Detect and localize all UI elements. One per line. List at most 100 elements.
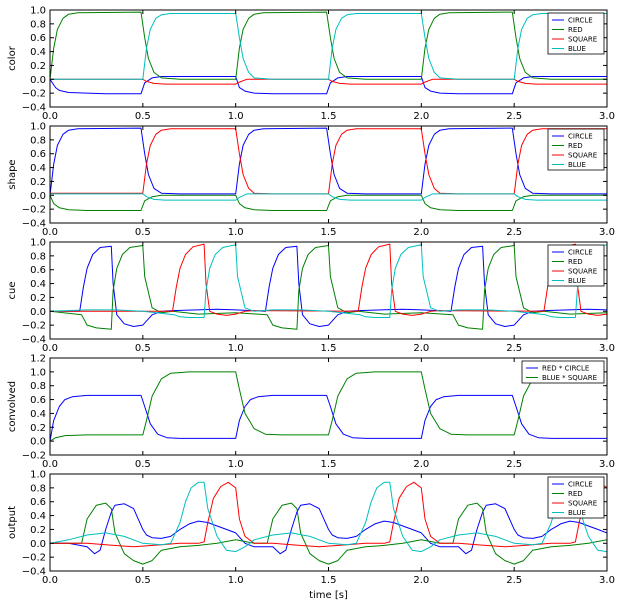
y-tick-label: 1.0	[30, 122, 46, 133]
y-tick-label: 0.4	[30, 47, 46, 58]
series-line-red	[50, 194, 607, 211]
legend-label: RED * CIRCLE	[542, 365, 589, 373]
x-tick-label: 1.5	[321, 459, 337, 470]
plot-frame	[49, 473, 608, 572]
x-tick-label: 3.0	[599, 343, 615, 354]
y-tick-label: 1.0	[30, 367, 46, 378]
legend-label: RED	[568, 26, 583, 34]
x-tick-label: 3.0	[599, 227, 615, 238]
series-line-red-circle	[50, 394, 607, 442]
legend-box	[521, 360, 605, 384]
x-tick-label: 1.0	[228, 459, 244, 470]
y-axis-label: shape	[7, 159, 18, 189]
y-tick-label: −0.2	[22, 451, 46, 462]
legend-label: CIRCLE	[568, 133, 593, 141]
y-tick-label: −0.2	[22, 89, 46, 100]
x-tick-label: 0.5	[135, 227, 151, 238]
y-tick-label: 1.0	[30, 238, 46, 249]
y-tick-label: 0.0	[30, 191, 46, 202]
x-tick-label: 1.0	[228, 227, 244, 238]
x-tick-label: 2.0	[413, 459, 429, 470]
series-line-blue	[50, 244, 607, 318]
panel-color: 0.0 0.5 1.0 1.5 2.0 2.5 3.0 −0.4 −0.2 0.0 0.2 0.4 0.…	[7, 6, 615, 123]
legend-label: BLUE	[568, 161, 586, 169]
series-group	[50, 11, 607, 95]
y-tick-label: 0.6	[30, 33, 46, 44]
series-line-circle	[50, 127, 607, 196]
y-tick-label: 0.8	[30, 19, 46, 30]
series-group	[50, 127, 607, 211]
legend-label: CIRCLE	[568, 17, 593, 25]
x-tick-label: 1.5	[321, 343, 337, 354]
series-group	[50, 481, 607, 565]
series-line-circle	[50, 245, 607, 327]
x-tick-label: 0.5	[135, 111, 151, 122]
x-tick-label: 1.0	[228, 575, 244, 586]
x-tick-label: 2.0	[413, 343, 429, 354]
x-tick-label: 0.0	[42, 459, 58, 470]
x-tick-label: 2.5	[506, 459, 522, 470]
legend-label: CIRCLE	[568, 481, 593, 489]
y-tick-label: −0.4	[22, 335, 46, 346]
legend-label: RED	[568, 490, 583, 498]
y-tick-label: 0.2	[30, 525, 46, 536]
legend-label: BLUE	[568, 277, 586, 285]
series-group	[50, 243, 607, 330]
x-tick-label: 2.5	[506, 343, 522, 354]
x-tick-label: 0.5	[135, 575, 151, 586]
x-tick-label: 0.0	[42, 575, 58, 586]
series-line-square	[50, 481, 607, 548]
y-tick-label: 0.4	[30, 163, 46, 174]
y-tick-label: 1.2	[30, 354, 46, 365]
x-tick-label: 0.5	[135, 343, 151, 354]
x-tick-label: 0.5	[135, 459, 151, 470]
panel-output: 0.0 0.5 1.0 1.5 2.0 2.5 3.0 −0.4 −0.2 0.0 0.2 0.4 0.…	[7, 470, 615, 602]
x-tick-label: 1.5	[321, 111, 337, 122]
legend-label: SQUARE	[568, 268, 597, 276]
legend-label: CIRCLE	[568, 249, 593, 257]
x-tick-label: 2.0	[413, 575, 429, 586]
x-tick-label: 2.5	[506, 575, 522, 586]
x-axis-label: time [s]	[309, 590, 348, 601]
series-line-square	[50, 78, 607, 85]
y-tick-label: 0.4	[30, 511, 46, 522]
y-tick-label: 0.2	[30, 61, 46, 72]
series-line-blue	[50, 481, 607, 553]
y-tick-label: 0.6	[30, 265, 46, 276]
x-tick-label: 1.0	[228, 111, 244, 122]
series-line-circle	[50, 503, 607, 555]
y-tick-label: −0.4	[22, 103, 46, 114]
series-line-circle	[50, 76, 607, 95]
y-tick-label: 1.0	[30, 470, 46, 481]
series-line-red	[50, 245, 607, 330]
y-tick-label: 0.6	[30, 497, 46, 508]
y-tick-label: −0.4	[22, 567, 46, 578]
y-axis-label: cue	[7, 282, 18, 300]
y-axis-label: output	[7, 506, 18, 539]
y-axis-label: convolved	[7, 381, 18, 432]
x-tick-label: 2.0	[413, 227, 429, 238]
y-tick-label: 1.0	[30, 6, 46, 17]
x-tick-label: 3.0	[599, 111, 615, 122]
series-group	[50, 371, 607, 442]
legend-label: RED	[568, 142, 583, 150]
y-tick-label: 0.2	[30, 293, 46, 304]
series-line-square	[50, 243, 607, 316]
x-tick-label: 3.0	[599, 459, 615, 470]
x-tick-label: 0.0	[42, 227, 58, 238]
y-tick-label: 0.0	[30, 437, 46, 448]
y-tick-label: 0.0	[30, 75, 46, 86]
y-tick-label: 0.2	[30, 423, 46, 434]
y-tick-label: 0.0	[30, 539, 46, 550]
series-line-red	[50, 502, 607, 565]
y-tick-label: −0.2	[22, 553, 46, 564]
x-tick-label: 2.5	[506, 227, 522, 238]
x-tick-label: 2.5	[506, 111, 522, 122]
x-tick-label: 1.5	[321, 575, 337, 586]
y-tick-label: −0.2	[22, 205, 46, 216]
